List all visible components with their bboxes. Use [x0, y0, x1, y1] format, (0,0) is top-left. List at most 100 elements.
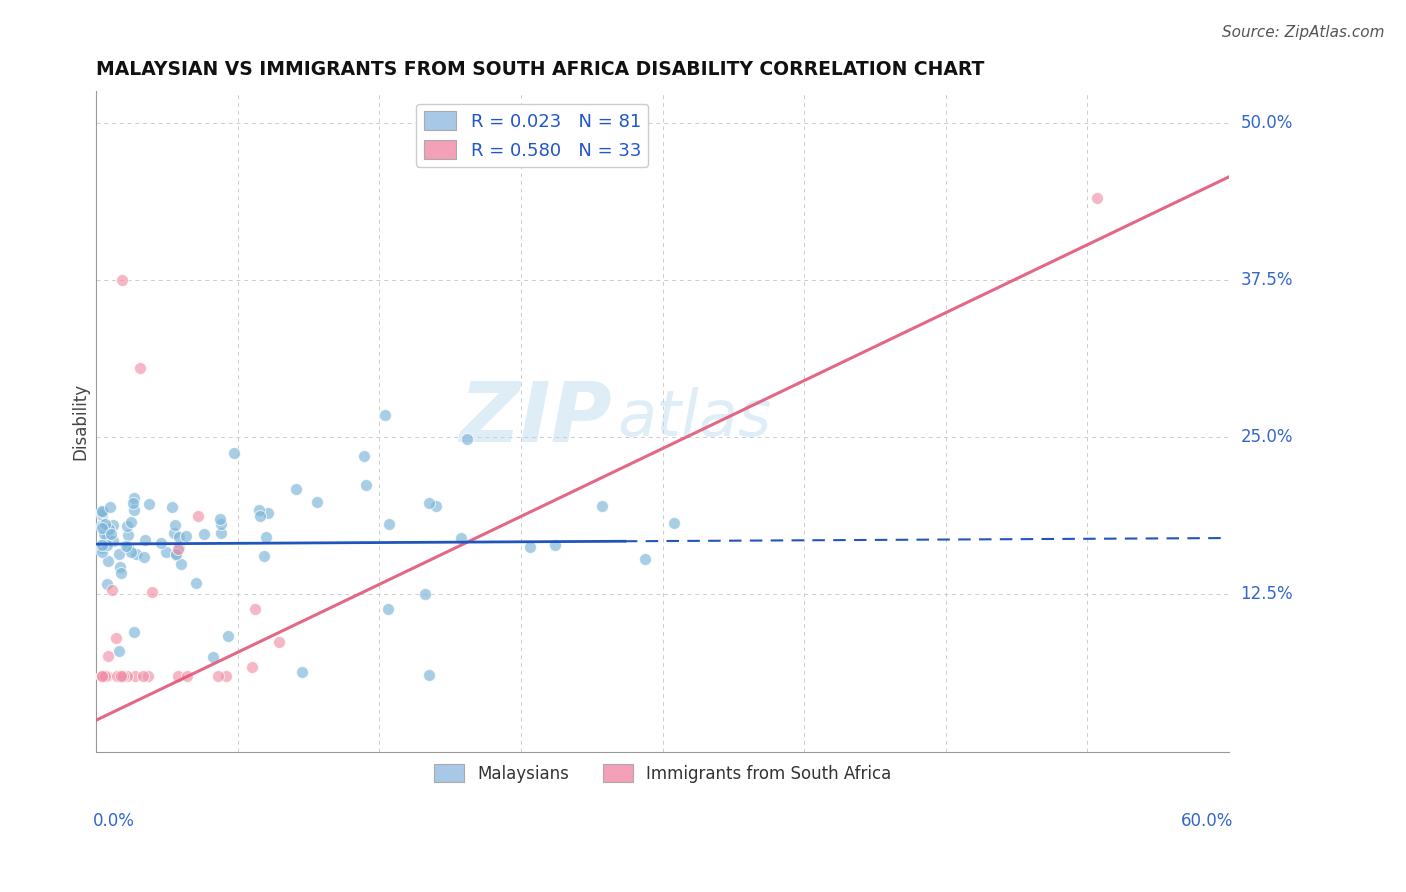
Point: [222, 446, 245, 460]
Point: [96, 538, 118, 552]
Point: [115, 518, 138, 533]
Point: [284, 482, 307, 496]
Text: ZIP: ZIP: [458, 377, 612, 458]
Point: [217, 629, 239, 643]
Point: [209, 512, 232, 526]
Point: [209, 525, 232, 540]
Point: [247, 503, 270, 517]
Point: [117, 541, 139, 555]
Point: [101, 518, 124, 533]
Point: [252, 549, 274, 563]
Point: [101, 534, 124, 549]
Point: [170, 558, 193, 572]
Point: [122, 624, 145, 639]
Point: [90, 669, 112, 683]
Point: [93, 527, 115, 541]
Point: [90, 669, 112, 683]
Point: [166, 541, 188, 556]
Text: 12.5%: 12.5%: [1240, 585, 1294, 603]
Point: [1085, 191, 1108, 205]
Text: 50.0%: 50.0%: [1240, 113, 1292, 132]
Point: [94, 517, 117, 532]
Point: [96, 669, 118, 683]
Point: [90, 538, 112, 552]
Point: [374, 408, 396, 422]
Text: Source: ZipAtlas.com: Source: ZipAtlas.com: [1222, 25, 1385, 40]
Point: [176, 529, 198, 543]
Point: [167, 669, 190, 683]
Point: [418, 496, 440, 510]
Text: atlas: atlas: [617, 387, 772, 450]
Point: [138, 497, 160, 511]
Point: [165, 548, 187, 562]
Point: [90, 504, 112, 518]
Point: [136, 669, 159, 683]
Point: [98, 500, 121, 515]
Point: [267, 634, 290, 648]
Point: [245, 602, 267, 616]
Point: [176, 669, 198, 683]
Point: [377, 602, 399, 616]
Point: [94, 669, 117, 683]
Point: [215, 669, 238, 683]
Point: [108, 560, 131, 574]
Point: [111, 273, 134, 287]
Point: [291, 665, 314, 680]
Point: [101, 583, 124, 598]
Point: [90, 669, 112, 683]
Point: [105, 669, 128, 683]
Point: [207, 669, 229, 683]
Point: [110, 669, 132, 683]
Point: [169, 530, 191, 544]
Point: [254, 530, 277, 544]
Point: [122, 491, 145, 505]
Point: [242, 659, 264, 673]
Point: [155, 545, 177, 559]
Point: [90, 537, 112, 551]
Point: [112, 669, 135, 683]
Text: 37.5%: 37.5%: [1240, 271, 1294, 289]
Point: [110, 566, 132, 581]
Point: [90, 508, 112, 522]
Point: [425, 499, 447, 513]
Point: [90, 544, 112, 558]
Point: [90, 669, 112, 683]
Text: 0.0%: 0.0%: [93, 812, 135, 830]
Point: [456, 432, 478, 446]
Point: [97, 554, 120, 568]
Point: [93, 669, 115, 683]
Text: 60.0%: 60.0%: [1181, 812, 1233, 830]
Point: [257, 507, 280, 521]
Point: [166, 547, 188, 561]
Point: [124, 547, 146, 561]
Point: [90, 541, 112, 555]
Legend: Malaysians, Immigrants from South Africa: Malaysians, Immigrants from South Africa: [427, 757, 898, 789]
Point: [90, 669, 112, 683]
Point: [305, 494, 328, 508]
Point: [184, 575, 207, 590]
Point: [108, 669, 131, 683]
Point: [249, 509, 271, 524]
Point: [591, 499, 613, 513]
Point: [90, 518, 112, 533]
Y-axis label: Disability: Disability: [72, 383, 89, 460]
Point: [165, 518, 187, 533]
Point: [544, 538, 567, 552]
Point: [107, 547, 129, 561]
Point: [124, 503, 146, 517]
Point: [450, 531, 472, 545]
Point: [134, 550, 156, 565]
Point: [163, 526, 186, 541]
Point: [107, 644, 129, 658]
Point: [201, 650, 224, 665]
Point: [134, 533, 156, 547]
Point: [128, 361, 150, 376]
Point: [97, 523, 120, 537]
Point: [209, 517, 232, 532]
Point: [117, 669, 139, 683]
Point: [634, 552, 657, 566]
Point: [114, 539, 136, 553]
Point: [353, 449, 375, 463]
Point: [413, 587, 436, 601]
Point: [96, 576, 118, 591]
